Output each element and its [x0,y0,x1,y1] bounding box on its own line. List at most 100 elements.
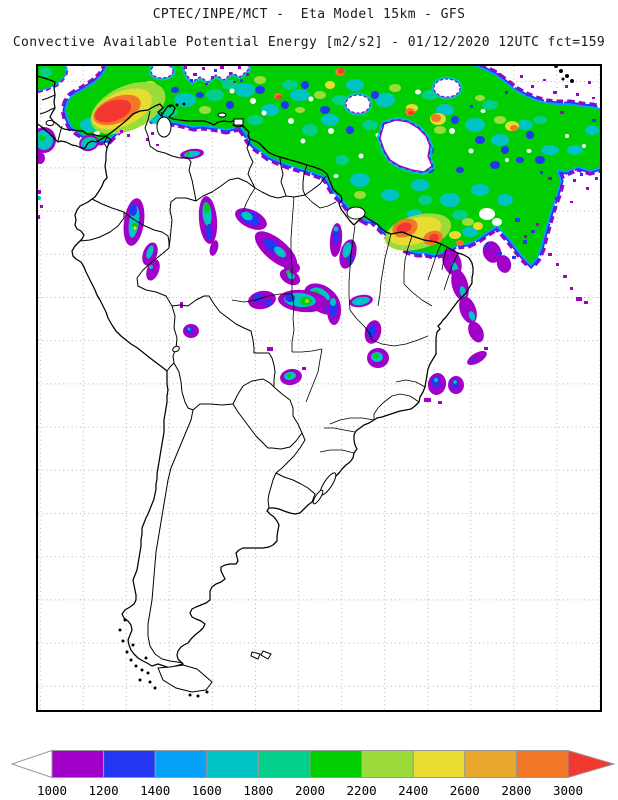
lon-label: 20W [590,717,610,730]
mottle-blob [362,120,378,130]
colorbar-segment [206,750,259,778]
colorbar-value-label: 2800 [501,783,531,798]
streak-blob [286,270,290,274]
lon-label: 45W [375,717,395,730]
mottle-blob [389,84,401,92]
streak-blob [373,353,379,359]
colorbar-value-label: 1800 [243,783,273,798]
lat-label: 30S [9,464,29,477]
streak-blob [186,152,190,156]
patagonia-islets [118,618,209,698]
mottle-blob [582,144,586,148]
mottle-blob [321,114,339,126]
mottle-blob [171,87,179,93]
mottle-blob [449,128,455,134]
lagoa-mirim [312,489,324,505]
mottle-blob [94,131,100,135]
mottle-blob [452,210,468,220]
mottle-blob [585,125,599,135]
lon-label: 60W [246,717,266,730]
map-subtitle: Convective Available Potential Energy [m… [12,35,606,50]
colorbar-value-label: 2400 [398,783,428,798]
mottle-blob [535,156,545,164]
lon-label: 25W [547,717,567,730]
mottle-blob [468,148,474,154]
colorbar-value-label: 1000 [37,783,67,798]
lat-label: 35S [9,507,29,520]
colorbar-value-label: 1400 [140,783,170,798]
mottle-blob [226,101,234,109]
lat-label: 5N [16,162,29,175]
mottle-blob [206,89,224,101]
colorbar-value-label: 3000 [553,783,583,798]
mottle-blob [475,95,485,101]
streak-blob [305,299,309,303]
streak-blob [209,240,219,256]
lat-label: 10N [9,119,29,132]
colorbar-segment [361,750,414,778]
mottle-blob [541,145,559,155]
streak-blob [129,204,137,216]
falkland-islands [250,650,272,660]
colorbar-segment [51,750,105,778]
lon-label: 55W [289,717,309,730]
mottle-blob [567,145,583,155]
mottle-blob [354,191,366,199]
colorbar-value-label: 1200 [89,783,119,798]
mottle-blob [346,79,364,91]
colorbar-segment [515,750,569,778]
mottle-blob [471,184,489,196]
streak-blob [333,228,339,244]
south-america-coastline [71,103,474,669]
lat-label: 15S [9,335,29,348]
streak-blob [206,224,212,240]
hotspot-blob [429,233,439,243]
brazil-state-borders [231,187,459,454]
colorbar-below-min-arrow [10,749,53,779]
mottle-blob [300,138,306,144]
lat-label: 20S [9,378,29,391]
lat-label: 25S [9,421,29,434]
trinidad-island [233,118,244,126]
streak-blob [330,298,336,306]
lake-maracaibo [156,116,172,138]
mottle-blob [375,93,395,107]
lon-label: 30W [504,717,524,730]
mottle-blob [449,231,461,239]
lat-label: 40S [9,551,29,564]
streak-blob [496,255,512,273]
mottle-blob [235,83,255,97]
mottle-blob [505,158,509,162]
mottle-blob [436,104,454,116]
streak-blob [287,272,295,280]
mottle-blob [254,76,266,84]
marajo-island [346,206,366,220]
streak-blob [434,378,438,382]
mottle-blob [276,95,282,99]
streak-blob [468,321,484,343]
streak-blob [39,135,45,141]
corner-patch-teal [40,67,52,77]
streak-blob [146,245,154,259]
mottle-blob [494,116,506,124]
mottle-blob [335,155,349,165]
colorbar-value-label: 2600 [450,783,480,798]
mottle-blob [408,111,414,115]
streak-blob [149,265,153,269]
mottle-blob [199,106,211,114]
lon-label: 70W [159,717,179,730]
mottle-blob [302,124,318,136]
mottle-blob [415,89,421,95]
mottle-blob [434,126,446,134]
mottle-blob [333,174,339,178]
mottle-blob [456,167,464,173]
mottle-blob [314,91,326,99]
coastlines-and-borders [38,66,574,698]
cape-verde-islands [554,66,574,83]
streak-blob [241,211,253,221]
mottle-blob [282,80,298,90]
map-title: CPTEC/INPE/MCT - Eta Model 15km - GFS [152,7,466,22]
streak-blob [133,226,137,230]
